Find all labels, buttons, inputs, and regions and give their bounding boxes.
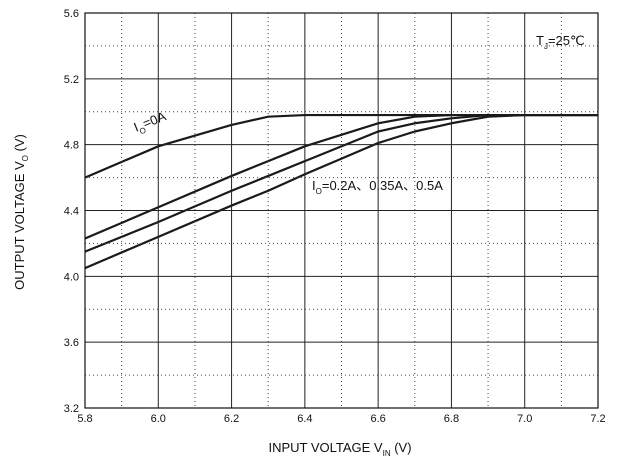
y-tick-label: 4.8 xyxy=(64,140,79,152)
x-tick-label: 7.0 xyxy=(517,413,532,425)
x-label-unit: (V) xyxy=(391,440,412,455)
annotation-rest: =0.2A、0.35A、0.5A xyxy=(322,178,443,193)
annotation-sub: O xyxy=(316,187,322,196)
y-label-main: OUTPUT VOLTAGE V xyxy=(12,161,27,290)
x-tick-label: 7.2 xyxy=(590,413,605,425)
x-label-main: INPUT VOLTAGE V xyxy=(268,440,382,455)
x-tick-label: 6.6 xyxy=(370,413,385,425)
y-tick-label: 3.6 xyxy=(64,337,79,349)
annotation-rest: =0A xyxy=(141,108,169,131)
annotation-main: T xyxy=(536,33,544,48)
x-axis-label: INPUT VOLTAGE VIN (V) xyxy=(268,440,411,458)
annotation-rest: =25℃ xyxy=(548,33,585,48)
x-tick-label: 6.4 xyxy=(297,413,312,425)
annotation-sub: O xyxy=(138,126,147,137)
x-tick-label: 6.8 xyxy=(444,413,459,425)
y-label-sub: O xyxy=(21,155,30,161)
y-tick-label: 3.2 xyxy=(64,403,79,415)
annotation: TJ=25℃ xyxy=(536,33,585,51)
annotation: IO=0.2A、0.35A、0.5A xyxy=(312,178,443,196)
x-tick-label: 6.0 xyxy=(151,413,166,425)
annotation-main: I xyxy=(312,178,316,193)
x-tick-label: 5.8 xyxy=(77,413,92,425)
annotation: IO=0A xyxy=(132,108,170,137)
y-tick-label: 4.0 xyxy=(64,271,79,283)
y-label-unit: (V) xyxy=(12,134,27,155)
annotation-sub: J xyxy=(544,42,548,51)
y-tick-label: 5.2 xyxy=(64,74,79,86)
plot-frame xyxy=(84,12,599,409)
y-tick-label: 4.4 xyxy=(64,206,79,218)
x-label-sub: IN xyxy=(383,449,391,458)
x-tick-label: 6.2 xyxy=(224,413,239,425)
annotation-main: I xyxy=(132,120,141,135)
y-axis-label: OUTPUT VOLTAGE VO (V) xyxy=(12,134,30,290)
y-tick-label: 5.6 xyxy=(64,8,79,20)
